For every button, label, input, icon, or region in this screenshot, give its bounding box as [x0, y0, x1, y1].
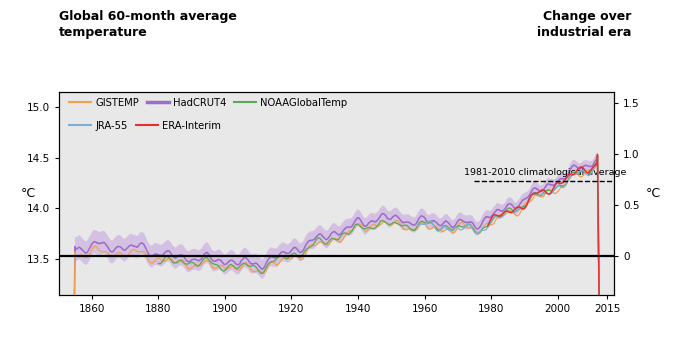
Text: 1981-2010 climatological average: 1981-2010 climatological average	[464, 168, 627, 178]
Text: Change over
industrial era: Change over industrial era	[537, 10, 631, 39]
Text: Global 60-month average
temperature: Global 60-month average temperature	[59, 10, 237, 39]
Legend: JRA-55, ERA-Interim: JRA-55, ERA-Interim	[69, 121, 220, 131]
Text: °C: °C	[645, 187, 660, 200]
Text: °C: °C	[21, 187, 36, 200]
